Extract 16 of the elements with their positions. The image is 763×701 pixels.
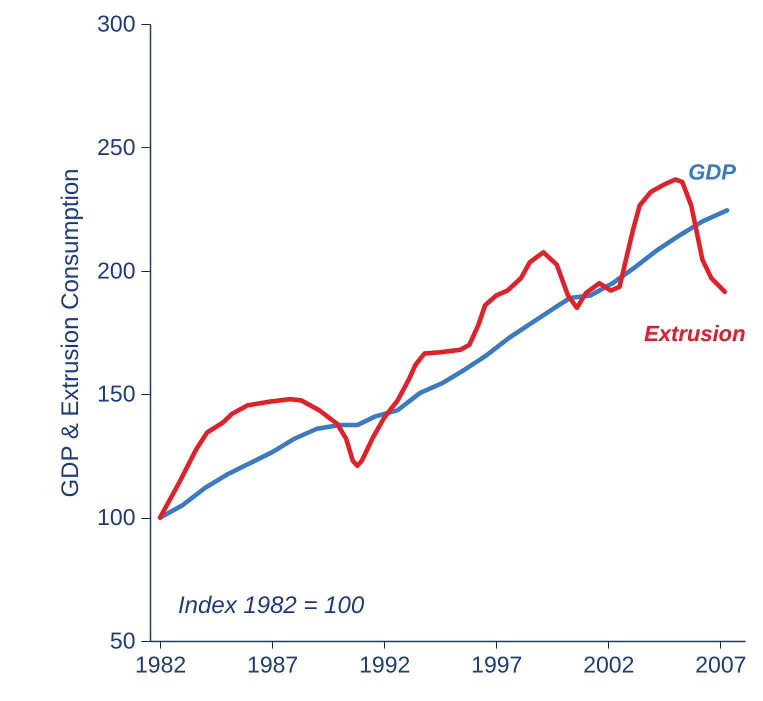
y-tick-label: 300: [97, 10, 136, 36]
y-tick-label: 100: [97, 504, 136, 530]
y-tick-label: 150: [97, 380, 136, 407]
x-tick-label: 2002: [583, 652, 634, 678]
x-tick-label: 1982: [135, 652, 186, 678]
y-tick-label: 250: [97, 134, 136, 160]
series-label: GDP: [688, 159, 736, 184]
y-tick-label: 50: [110, 628, 136, 654]
annotation: Index 1982 = 100: [178, 592, 365, 619]
series-label: Extrusion: [644, 320, 746, 346]
x-tick-label: 1992: [359, 652, 410, 678]
x-tick-label: 2007: [695, 652, 746, 678]
y-tick-label: 200: [97, 257, 136, 284]
x-tick-label: 1997: [471, 652, 522, 678]
x-tick-label: 1987: [247, 652, 298, 678]
y-axis-title: GDP & Extrusion Consumption: [57, 168, 84, 498]
